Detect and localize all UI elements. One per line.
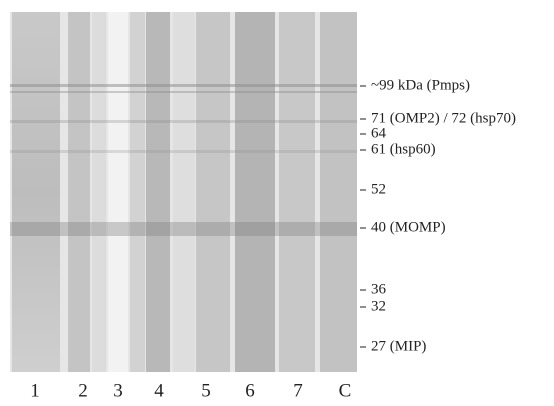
marker-label: 52 bbox=[371, 181, 386, 197]
lane-label: 4 bbox=[154, 380, 164, 401]
strip bbox=[235, 12, 275, 372]
lane-label: 5 bbox=[201, 380, 211, 401]
band bbox=[10, 222, 357, 236]
strip bbox=[68, 12, 90, 372]
marker-label: 36 bbox=[371, 281, 387, 297]
marker-label: 32 bbox=[371, 298, 386, 314]
band bbox=[10, 91, 357, 93]
strip bbox=[173, 12, 195, 372]
lane-label: 7 bbox=[293, 380, 303, 401]
marker-label: ~99 kDa (Pmps) bbox=[371, 77, 470, 93]
strip bbox=[196, 12, 230, 372]
lane-label: C bbox=[339, 380, 352, 401]
lane-label: 3 bbox=[113, 380, 123, 401]
strip bbox=[108, 12, 128, 372]
strip bbox=[279, 12, 315, 372]
lane-label: 2 bbox=[78, 380, 88, 401]
strip bbox=[130, 12, 145, 372]
lane-label: 6 bbox=[245, 380, 255, 401]
marker-label: 27 (MIP) bbox=[371, 338, 426, 354]
marker-label: 61 (hsp60) bbox=[371, 141, 436, 157]
marker-label: 71 (OMP2) / 72 (hsp70) bbox=[371, 110, 516, 126]
lane-label: 1 bbox=[30, 380, 40, 401]
band bbox=[10, 84, 357, 87]
marker-label: 40 (MOMP) bbox=[371, 219, 446, 235]
strip bbox=[146, 12, 170, 372]
strip bbox=[12, 12, 60, 372]
strip bbox=[320, 12, 357, 372]
marker-label: 64 bbox=[371, 125, 387, 141]
band bbox=[10, 150, 357, 153]
strip bbox=[92, 12, 106, 372]
blot bbox=[10, 12, 357, 372]
band bbox=[10, 120, 357, 123]
